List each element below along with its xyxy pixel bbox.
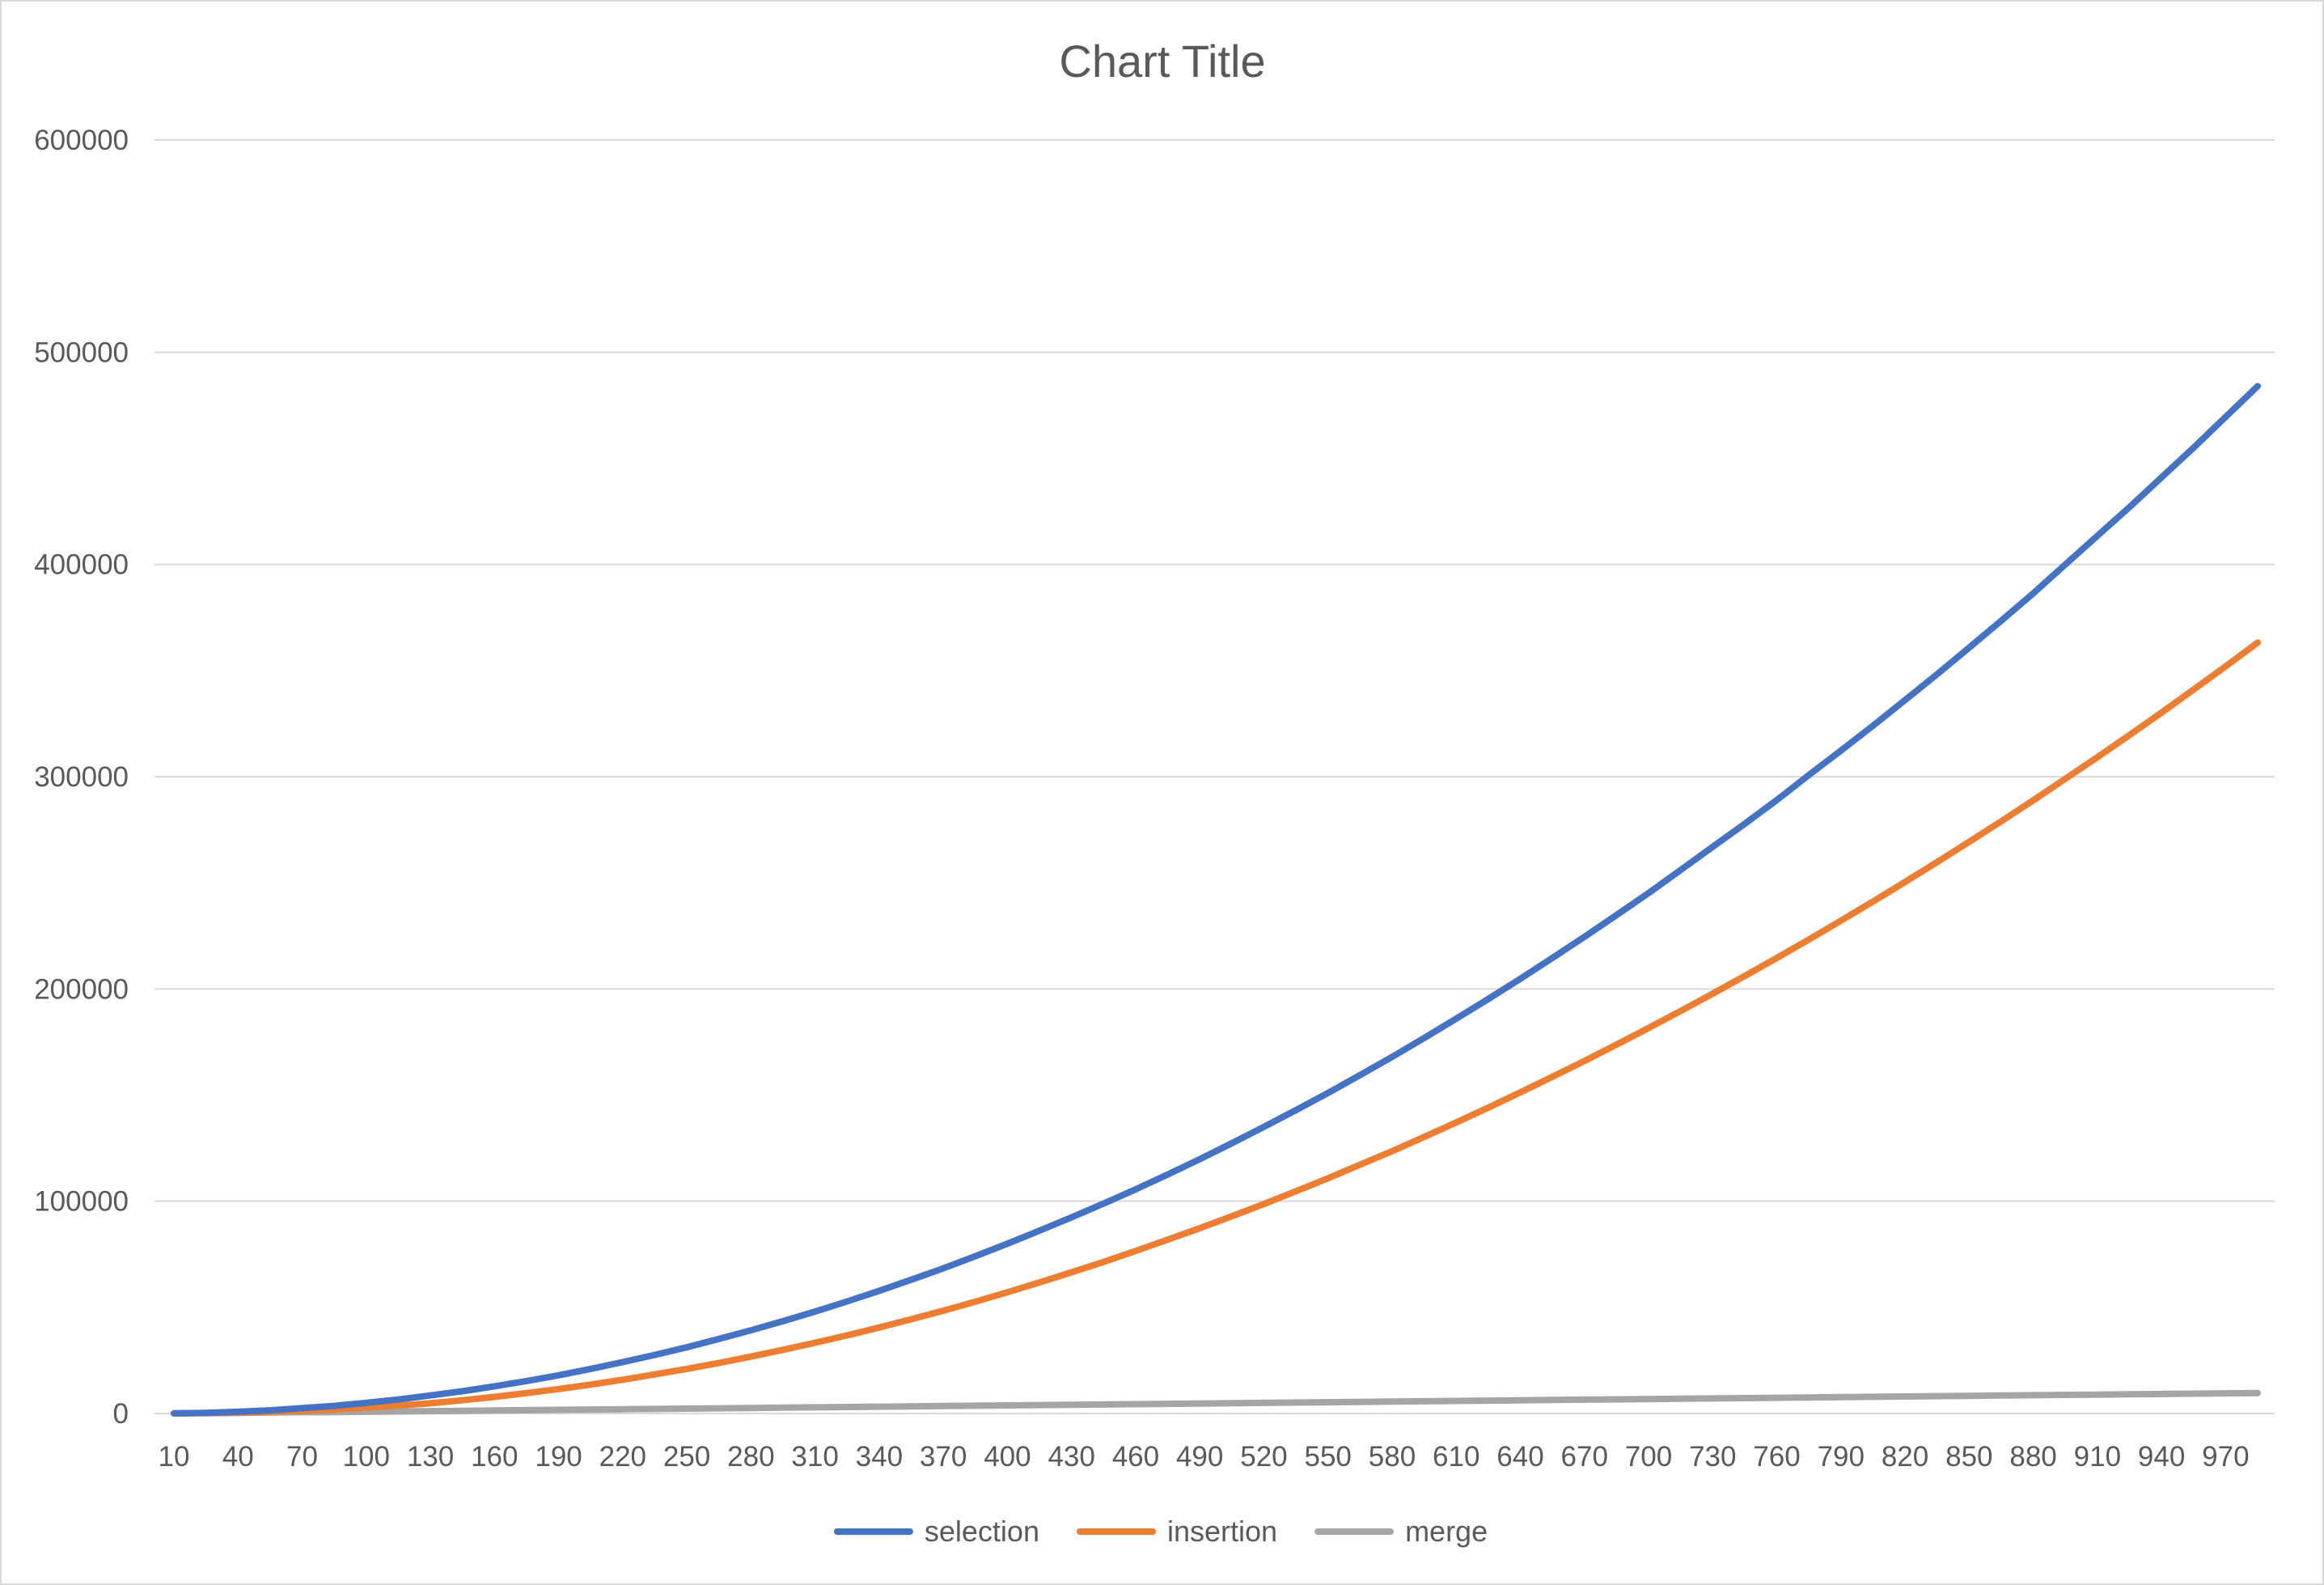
y-tick-label: 600000 [34,125,129,156]
x-tick-label: 910 [2074,1441,2121,1473]
x-tick-label: 220 [599,1441,646,1473]
x-tick-label: 10 [159,1441,190,1473]
x-tick-label: 580 [1369,1441,1416,1473]
x-tick-label: 640 [1496,1441,1543,1473]
x-tick-label: 700 [1625,1441,1672,1473]
x-tick-label: 550 [1305,1441,1352,1473]
chart-title: Chart Title [1059,36,1265,87]
series-lines [171,383,2261,1417]
x-tick-label: 70 [286,1441,318,1473]
x-tick-label: 340 [856,1441,903,1473]
x-tick-label: 760 [1753,1441,1800,1473]
x-tick-label: 400 [984,1441,1031,1473]
x-tick-label: 460 [1112,1441,1159,1473]
x-tick-label: 520 [1240,1441,1287,1473]
x-tick-label: 160 [471,1441,518,1473]
x-tick-label: 40 [222,1441,254,1473]
y-axis-tick-labels: 0 100000 200000 300000 400000 500000 600000 [34,125,129,1430]
x-tick-label: 850 [1945,1441,1992,1473]
x-tick-label: 970 [2202,1441,2249,1473]
y-tick-label: 0 [113,1398,129,1430]
y-tick-label: 300000 [34,761,129,793]
legend-label-insertion: insertion [1167,1515,1277,1548]
x-tick-label: 490 [1176,1441,1223,1473]
x-tick-label: 610 [1433,1441,1479,1473]
legend: selection insertion merge [833,1515,1488,1548]
series-line-merge [171,1389,2261,1417]
series-line-insertion [171,639,2261,1417]
x-axis-tick-labels: 10 40 70 100 130 160 190 220 250 280 310 340 370 400 4… [159,1441,2250,1473]
x-tick-label: 280 [727,1441,774,1473]
y-tick-label: 500000 [34,337,129,368]
x-tick-label: 880 [2009,1441,2056,1473]
series-line-selection [171,383,2261,1417]
legend-label-merge: merge [1405,1515,1488,1548]
y-tick-label: 100000 [34,1186,129,1218]
x-tick-label: 130 [407,1441,454,1473]
x-tick-label: 100 [343,1441,390,1473]
x-tick-label: 790 [1818,1441,1865,1473]
legend-label-selection: selection [925,1515,1039,1548]
x-tick-label: 940 [2138,1441,2185,1473]
x-tick-label: 370 [920,1441,967,1473]
y-tick-label: 200000 [34,973,129,1005]
x-tick-label: 430 [1048,1441,1094,1473]
y-tick-label: 400000 [34,549,129,581]
x-tick-label: 310 [791,1441,838,1473]
x-tick-label: 820 [1882,1441,1928,1473]
gridlines [155,139,2275,1414]
x-tick-label: 730 [1689,1441,1736,1473]
x-tick-label: 250 [663,1441,710,1473]
x-tick-label: 190 [535,1441,582,1473]
x-tick-label: 670 [1561,1441,1608,1473]
